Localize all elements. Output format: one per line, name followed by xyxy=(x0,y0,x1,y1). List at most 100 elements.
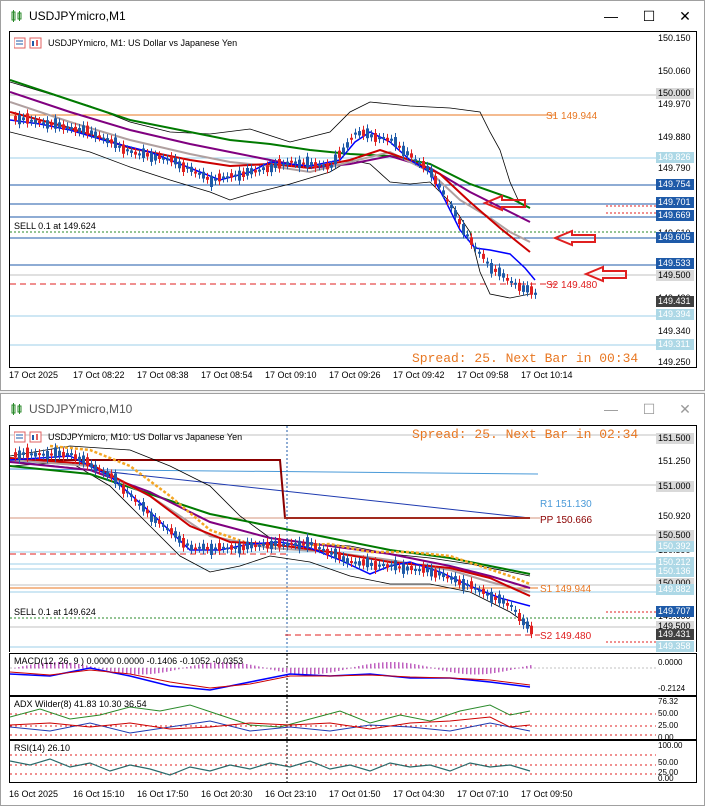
maximize-icon[interactable]: ☐ xyxy=(642,401,656,417)
candle xyxy=(530,286,533,295)
adx-pane[interactable]: ADX Wilder(8) 41.83 10.30 36.54 xyxy=(9,696,697,740)
macd-bar xyxy=(438,668,440,670)
macd-bar xyxy=(370,663,372,669)
time-tick: 16 Oct 15:10 xyxy=(73,789,125,799)
candle xyxy=(454,576,457,583)
m1-chart-window[interactable]: USDJPYmicro,M1 — ☐ ✕ xyxy=(0,0,705,391)
macd-bar xyxy=(250,664,252,669)
rsi-pane[interactable]: RSI(14) 26.10 xyxy=(9,740,697,783)
candle xyxy=(178,535,181,543)
candle xyxy=(62,124,65,130)
macd-bar xyxy=(458,668,460,674)
chart-toolbar-icon[interactable] xyxy=(14,431,44,443)
candle xyxy=(386,564,389,568)
candle xyxy=(118,145,121,148)
m1-time-axis: 17 Oct 2025 17 Oct 08:22 17 Oct 08:38 17 Oc… xyxy=(9,368,659,384)
minimize-icon[interactable]: — xyxy=(604,8,618,24)
maximize-icon[interactable]: ☐ xyxy=(642,8,656,24)
candle xyxy=(422,565,425,573)
candle xyxy=(378,564,381,567)
candle xyxy=(186,543,189,546)
chart-symbol-label: USDJPYmicro, M1: US Dollar vs Japanese Y… xyxy=(48,38,237,48)
macd-bar xyxy=(190,666,192,669)
candle xyxy=(210,543,213,555)
candle xyxy=(154,154,157,161)
close-icon[interactable]: ✕ xyxy=(679,401,691,417)
time-tick: 16 Oct 20:30 xyxy=(201,789,253,799)
price-tick: 150.150 xyxy=(658,33,691,43)
candle xyxy=(446,576,449,579)
macd-bar xyxy=(62,662,64,669)
macd-bar xyxy=(270,668,272,670)
candle xyxy=(142,502,145,512)
candle xyxy=(218,543,221,551)
candle xyxy=(482,588,485,594)
macd-bar xyxy=(182,667,184,669)
candle xyxy=(390,138,393,141)
macd-canvas[interactable]: MACD(12, 26, 9 ) 0.0000 0.0000 -0.1406 -… xyxy=(10,654,697,696)
m1-title-bar[interactable]: USDJPYmicro,M1 — ☐ ✕ xyxy=(1,1,704,31)
m10-chart-window[interactable]: USDJPYmicro,M10 — ☐ ✕ xyxy=(0,393,705,806)
macd-bar xyxy=(430,667,432,669)
time-tick: 17 Oct 08:22 xyxy=(73,370,125,380)
minimize-icon[interactable]: — xyxy=(604,401,618,417)
candle xyxy=(134,151,137,155)
price-level-box: 151.000 xyxy=(656,481,694,492)
candle xyxy=(298,540,301,550)
macd-bar xyxy=(362,665,364,669)
candle xyxy=(46,120,49,129)
candle xyxy=(242,171,245,178)
close-icon[interactable]: ✕ xyxy=(679,8,691,24)
indicator-tick: 0.0000 xyxy=(658,658,683,667)
candle xyxy=(210,175,213,187)
price-tick: 151.250 xyxy=(658,456,691,466)
candle xyxy=(402,563,405,574)
s2-label: S2 149.480 xyxy=(546,280,598,291)
candle xyxy=(370,134,373,138)
candle xyxy=(330,552,333,555)
candle xyxy=(234,174,237,177)
candle xyxy=(334,154,337,165)
s1-label: S1 149.944 xyxy=(540,584,592,595)
candle xyxy=(14,115,17,121)
macd-pane[interactable]: MACD(12, 26, 9 ) 0.0000 0.0000 -0.1406 -… xyxy=(9,653,697,696)
macd-bar xyxy=(18,667,20,669)
candle xyxy=(194,171,197,174)
candle xyxy=(190,166,193,172)
m1-price-chart[interactable]: S1 149.944 S2 149.480 SELL 0.1 at 149.62… xyxy=(9,31,697,368)
adx-canvas[interactable]: ADX Wilder(8) 41.83 10.30 36.54 xyxy=(10,697,697,740)
window-title: USDJPYmicro,M1 xyxy=(29,9,126,23)
candle xyxy=(350,560,353,563)
macd-bar xyxy=(450,668,452,673)
macd-bar xyxy=(274,668,276,671)
candle xyxy=(390,564,393,567)
macd-bar xyxy=(102,668,104,670)
m10-chart-canvas[interactable]: R1 151.130 PP 150.666 S1 149.944 S2 149.… xyxy=(10,426,697,652)
time-tick: 17 Oct 08:38 xyxy=(137,370,189,380)
rsi-canvas[interactable]: RSI(14) 26.10 xyxy=(10,741,697,783)
candle xyxy=(402,145,405,156)
chart-symbol-label: USDJPYmicro, M10: US Dollar vs Japanese … xyxy=(48,432,242,442)
candle xyxy=(362,129,365,136)
price-tick: 149.880 xyxy=(658,132,691,142)
price-level-box: 149.431 xyxy=(656,296,694,307)
candle xyxy=(122,144,125,154)
candle xyxy=(322,164,325,167)
candle xyxy=(158,520,161,524)
chart-toolbar-icon[interactable] xyxy=(14,37,44,49)
macd-bar xyxy=(254,665,256,669)
candle xyxy=(54,447,57,458)
candle xyxy=(126,491,129,494)
candle xyxy=(82,455,85,464)
candle xyxy=(382,136,385,139)
candle xyxy=(30,453,33,456)
candle xyxy=(166,528,169,531)
macd-bar xyxy=(34,663,36,669)
macd-bar xyxy=(406,662,408,669)
macd-bar xyxy=(206,663,208,669)
m10-price-chart[interactable]: R1 151.130 PP 150.666 S1 149.944 S2 149.… xyxy=(9,425,697,652)
candle xyxy=(326,163,329,170)
macd-bar xyxy=(154,668,156,674)
m1-chart-canvas[interactable]: S1 149.944 S2 149.480 SELL 0.1 at 149.62… xyxy=(10,32,697,368)
m10-title-bar[interactable]: USDJPYmicro,M10 — ☐ ✕ xyxy=(1,394,704,424)
